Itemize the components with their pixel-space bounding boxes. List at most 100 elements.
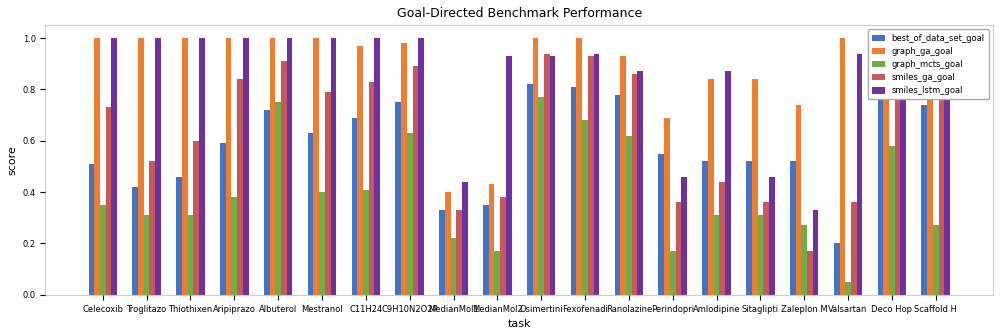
Bar <box>287 38 292 295</box>
Bar <box>801 225 807 295</box>
Bar <box>226 38 231 295</box>
Bar <box>489 184 494 295</box>
Bar <box>325 92 331 295</box>
Bar <box>763 202 769 295</box>
Bar <box>702 161 708 295</box>
Bar <box>758 215 763 295</box>
Bar <box>527 84 533 295</box>
Bar <box>571 87 576 295</box>
Bar <box>138 38 144 295</box>
Bar <box>155 38 161 295</box>
Bar <box>456 210 462 295</box>
Bar <box>243 38 249 295</box>
Bar <box>664 118 670 295</box>
Bar <box>188 215 193 295</box>
Bar <box>483 205 489 295</box>
Bar <box>637 72 643 295</box>
Bar <box>594 53 599 295</box>
Bar <box>670 251 676 295</box>
Bar <box>878 59 883 295</box>
Bar <box>193 141 199 295</box>
Bar <box>500 197 506 295</box>
Bar <box>132 187 138 295</box>
Bar <box>413 66 418 295</box>
Bar <box>401 43 407 295</box>
Bar <box>845 282 851 295</box>
Bar <box>840 38 845 295</box>
Bar <box>149 161 155 295</box>
Bar <box>626 136 632 295</box>
Bar <box>144 215 149 295</box>
Bar <box>900 43 906 295</box>
Bar <box>462 182 468 295</box>
Bar <box>270 38 275 295</box>
Bar <box>331 38 336 295</box>
Bar <box>939 79 944 295</box>
Bar <box>834 244 840 295</box>
Bar <box>944 51 950 295</box>
Bar <box>676 202 681 295</box>
Bar <box>769 177 775 295</box>
Bar <box>94 38 100 295</box>
Bar <box>752 79 758 295</box>
Bar <box>418 38 424 295</box>
Bar <box>451 238 456 295</box>
Bar <box>357 46 363 295</box>
Bar <box>813 210 818 295</box>
Bar <box>231 197 237 295</box>
Bar <box>620 56 626 295</box>
Bar <box>182 38 188 295</box>
Bar <box>725 72 731 295</box>
Bar <box>363 190 369 295</box>
Bar <box>319 192 325 295</box>
Bar <box>264 110 270 295</box>
Bar <box>506 56 512 295</box>
Bar <box>933 225 939 295</box>
Bar <box>746 161 752 295</box>
Bar <box>313 38 319 295</box>
Y-axis label: score: score <box>7 145 17 175</box>
Bar <box>927 38 933 295</box>
Bar <box>89 164 94 295</box>
Bar <box>588 56 594 295</box>
Legend: best_of_data_set_goal, graph_ga_goal, graph_mcts_goal, smiles_ga_goal, smiles_ls: best_of_data_set_goal, graph_ga_goal, gr… <box>868 30 989 99</box>
Bar <box>281 61 287 295</box>
Bar <box>883 38 889 295</box>
Bar <box>199 38 205 295</box>
Bar <box>395 102 401 295</box>
Bar <box>544 53 550 295</box>
Bar <box>550 56 555 295</box>
Bar <box>176 177 182 295</box>
Bar <box>582 120 588 295</box>
X-axis label: task: task <box>508 319 531 329</box>
Bar <box>708 79 714 295</box>
Bar <box>681 177 687 295</box>
Bar <box>632 74 637 295</box>
Bar <box>615 94 620 295</box>
Bar <box>106 108 111 295</box>
Bar <box>796 105 801 295</box>
Bar <box>374 38 380 295</box>
Bar <box>445 192 451 295</box>
Bar <box>719 182 725 295</box>
Bar <box>851 202 857 295</box>
Title: Goal-Directed Benchmark Performance: Goal-Directed Benchmark Performance <box>397 7 642 20</box>
Bar <box>237 79 243 295</box>
Bar <box>576 38 582 295</box>
Bar <box>714 215 719 295</box>
Bar <box>790 161 796 295</box>
Bar <box>352 118 357 295</box>
Bar <box>857 53 862 295</box>
Bar <box>275 102 281 295</box>
Bar <box>111 38 117 295</box>
Bar <box>538 97 544 295</box>
Bar <box>807 251 813 295</box>
Bar <box>308 133 313 295</box>
Bar <box>494 251 500 295</box>
Bar <box>921 105 927 295</box>
Bar <box>220 143 226 295</box>
Bar <box>889 146 895 295</box>
Bar <box>439 210 445 295</box>
Bar <box>369 82 374 295</box>
Bar <box>895 56 900 295</box>
